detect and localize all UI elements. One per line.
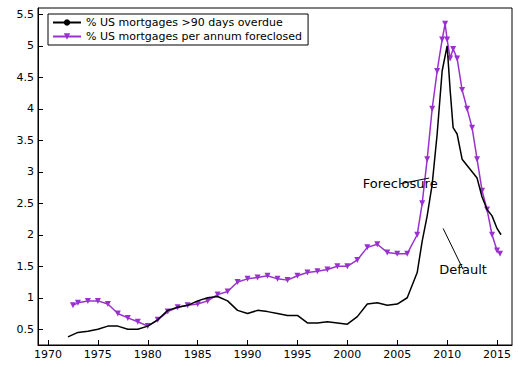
svg-text:% US mortgages per annum forec: % US mortgages per annum foreclosed	[86, 30, 302, 43]
svg-text:4: 4	[27, 102, 34, 115]
svg-text:5.5: 5.5	[17, 8, 35, 21]
svg-text:2010: 2010	[433, 348, 461, 361]
svg-text:1995: 1995	[283, 348, 311, 361]
svg-text:1.5: 1.5	[17, 260, 35, 273]
svg-text:1985: 1985	[184, 348, 212, 361]
svg-text:2000: 2000	[333, 348, 361, 361]
svg-text:1975: 1975	[84, 348, 112, 361]
svg-text:1970: 1970	[34, 348, 62, 361]
svg-text:5: 5	[27, 39, 34, 52]
svg-text:4.5: 4.5	[17, 71, 35, 84]
svg-text:2.5: 2.5	[17, 197, 35, 210]
svg-text:2015: 2015	[483, 348, 511, 361]
svg-text:1: 1	[27, 291, 34, 304]
svg-text:Foreclosure: Foreclosure	[363, 176, 438, 191]
svg-text:1980: 1980	[134, 348, 162, 361]
svg-text:2: 2	[27, 228, 34, 241]
svg-text:0.5: 0.5	[17, 323, 35, 336]
svg-text:Default: Default	[439, 262, 487, 277]
svg-text:3.5: 3.5	[17, 134, 35, 147]
svg-text:3: 3	[27, 165, 34, 178]
svg-text:% US mortgages >90 days overdu: % US mortgages >90 days overdue	[86, 16, 283, 29]
svg-text:1990: 1990	[234, 348, 262, 361]
svg-text:2005: 2005	[383, 348, 411, 361]
